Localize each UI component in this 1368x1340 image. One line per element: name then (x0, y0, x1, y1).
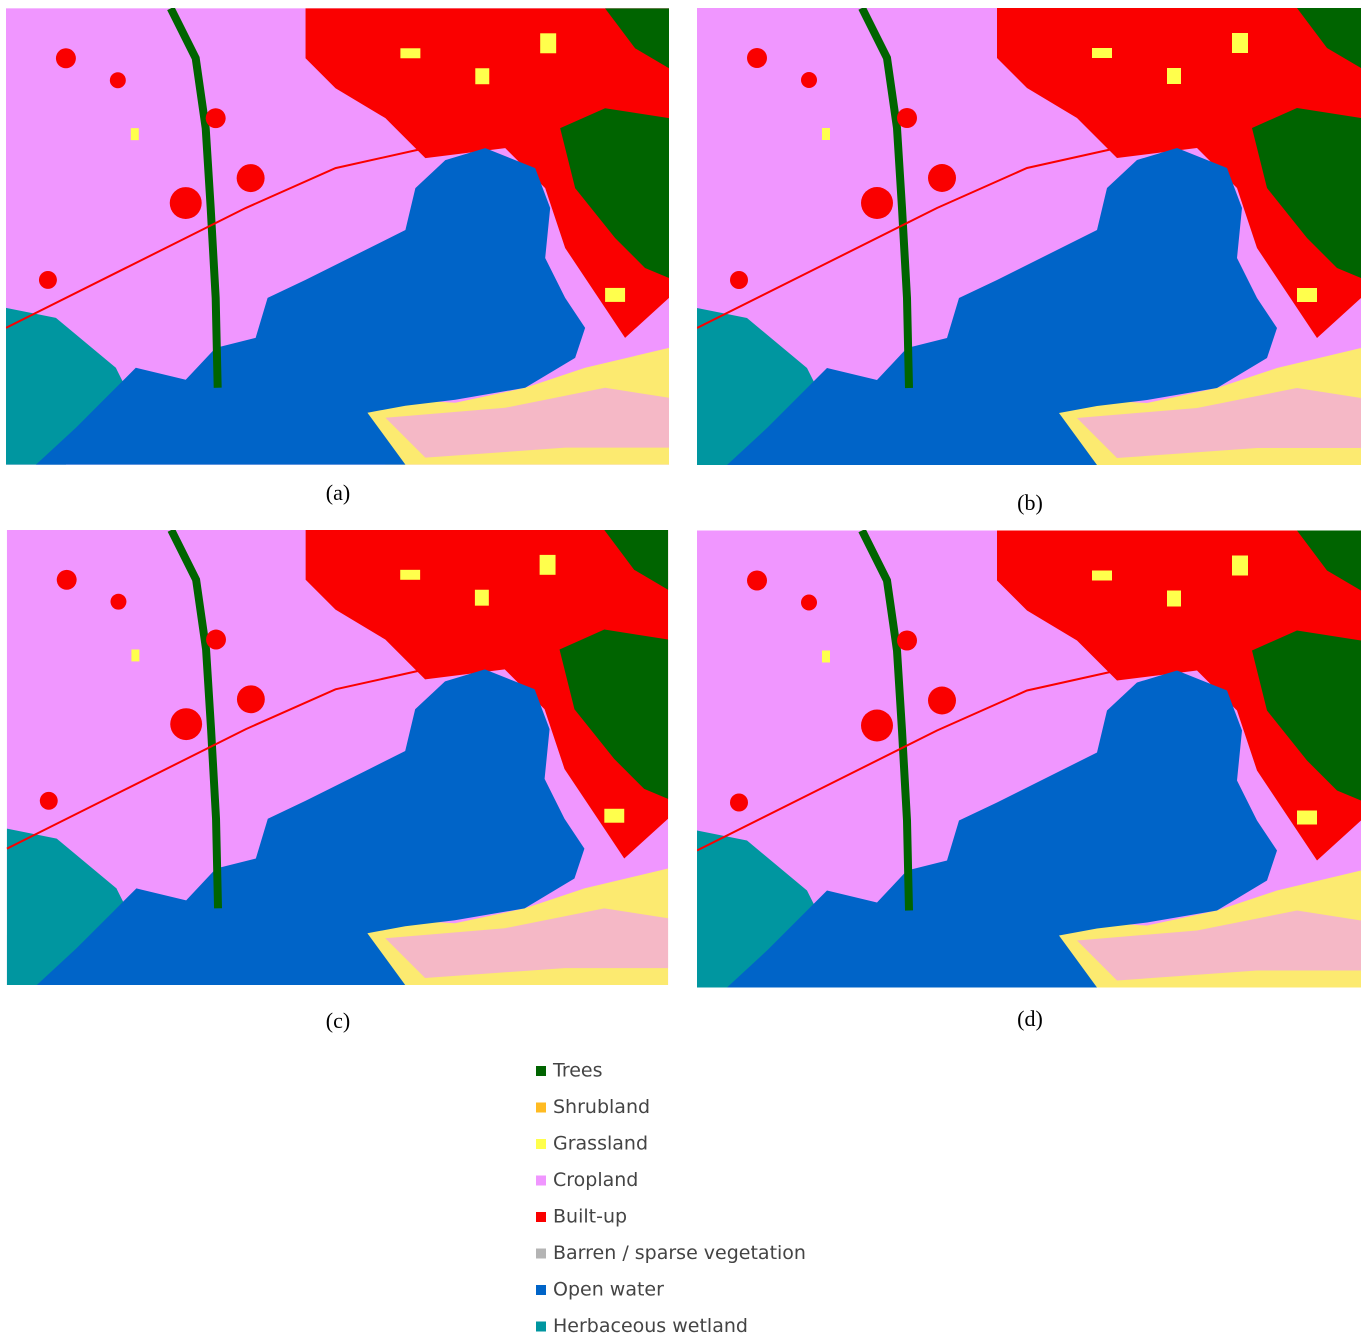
legend-swatch (536, 1212, 546, 1222)
legend-label: Shrubland (553, 1096, 650, 1118)
legend-label: Herbaceous wetland (553, 1315, 748, 1337)
legend-swatch (536, 1322, 546, 1332)
legend: Trees Shrubland Grassland Cropland Built-up B… (536, 1060, 806, 1338)
legend-swatch (536, 1285, 546, 1295)
legend-swatch (536, 1176, 546, 1186)
figure: (a) (b) (c) (d) Trees Shrubland Grassland C… (0, 0, 1368, 1340)
map-b (697, 8, 1361, 465)
panel-label: (d) (1017, 1006, 1043, 1031)
legend-label: Grassland (553, 1133, 648, 1155)
legend-label: Barren / sparse vegetation (553, 1242, 806, 1264)
map-a (6, 8, 669, 464)
panel-label: (a) (326, 480, 350, 505)
legend-swatch (536, 1249, 546, 1259)
legend-swatch (536, 1066, 546, 1076)
legend-swatch (536, 1139, 546, 1149)
map-c (7, 530, 668, 985)
legend-label: Built-up (553, 1206, 627, 1228)
legend-label: Trees (552, 1060, 603, 1082)
legend-label: Cropland (553, 1169, 638, 1191)
panel-label: (c) (326, 1008, 350, 1033)
panel-label: (b) (1017, 490, 1043, 515)
legend-swatch (536, 1103, 546, 1113)
legend-label: Open water (553, 1279, 664, 1301)
map-d (697, 531, 1361, 988)
